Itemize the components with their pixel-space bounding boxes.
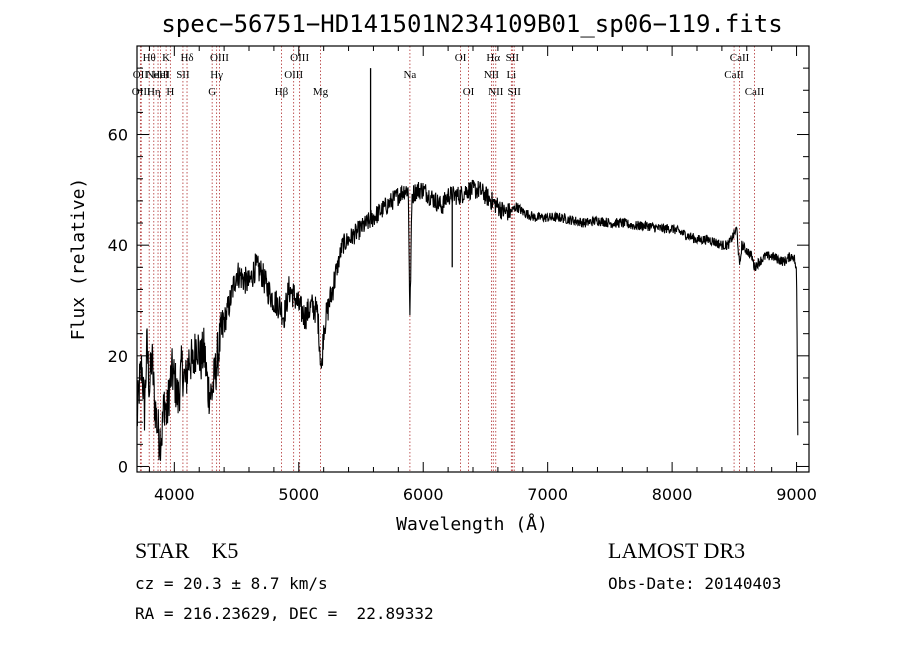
line-label-6: K: [162, 52, 170, 64]
line-label-24: SII: [506, 52, 520, 64]
spectrum-series-line: [136, 179, 799, 461]
line-label-2: Hθ: [143, 52, 156, 64]
line-label-25: SII: [507, 86, 521, 98]
line-label-9: Hδ: [180, 52, 193, 64]
spectral-line-labels: OIIOIIIHθHηNeIIIHeIKHSIIHδGHγOIIIHβOIIIO…: [132, 52, 765, 98]
line-label-18: OI: [455, 52, 467, 64]
line-label-11: Hγ: [210, 69, 223, 81]
flux-spikes: [369, 68, 453, 268]
line-label-21: Hα: [486, 52, 500, 64]
line-label-10: G: [208, 86, 216, 98]
y-tick-label-0: 0: [118, 457, 128, 476]
redshift-cz: cz = 20.3 ± 8.7 km/s: [135, 574, 328, 593]
y-tick-label-60: 60: [108, 126, 128, 145]
line-label-8: SII: [176, 69, 190, 81]
y-tick-label-40: 40: [108, 236, 128, 255]
line-label-22: NII: [488, 86, 504, 98]
ra-dec-coordinates: RA = 216.23629, DEC = 22.89332: [135, 604, 434, 623]
line-label-17: Na: [403, 69, 416, 81]
survey-name: LAMOST DR3: [608, 538, 746, 563]
line-label-15: OIII: [290, 52, 309, 64]
line-label-7: H: [166, 86, 174, 98]
line-label-28: CaII: [745, 86, 765, 98]
line-label-4: NeIII: [146, 69, 170, 81]
object-class: STAR K5: [135, 538, 239, 563]
x-tick-label-8000: 8000: [652, 485, 693, 504]
spectral-line-markers: [139, 46, 755, 472]
axis-tick-labels: 4000 5000 6000 7000 8000 9000 0 20 40 60: [108, 126, 817, 504]
y-axis-label: Flux (relative): [68, 178, 89, 341]
chart-title: spec−56751−HD141501N234109B01_sp06−119.f…: [161, 10, 782, 38]
line-label-16: Mg: [313, 86, 329, 98]
line-label-20: NII: [484, 69, 500, 81]
line-label-14: OIII: [284, 69, 303, 81]
x-tick-label-5000: 5000: [278, 485, 319, 504]
x-axis-label: Wavelength (Å): [396, 513, 548, 535]
line-label-3: Hη: [147, 86, 161, 98]
axis-ticks: [137, 46, 809, 472]
line-label-13: Hβ: [275, 86, 289, 98]
x-tick-label-9000: 9000: [776, 485, 817, 504]
x-tick-label-7000: 7000: [527, 485, 568, 504]
observation-date: Obs-Date: 20140403: [608, 574, 782, 593]
line-label-27: CaII: [730, 52, 750, 64]
line-label-23: Li: [506, 69, 516, 81]
line-label-12: OIII: [210, 52, 229, 64]
line-label-19: OI: [463, 86, 475, 98]
line-label-26: CaII: [724, 69, 744, 81]
plot-frame: [136, 45, 810, 473]
x-tick-label-6000: 6000: [403, 485, 444, 504]
y-tick-label-20: 20: [108, 347, 128, 366]
x-tick-label-4000: 4000: [154, 485, 195, 504]
line-label-5: HeI: [152, 69, 169, 81]
